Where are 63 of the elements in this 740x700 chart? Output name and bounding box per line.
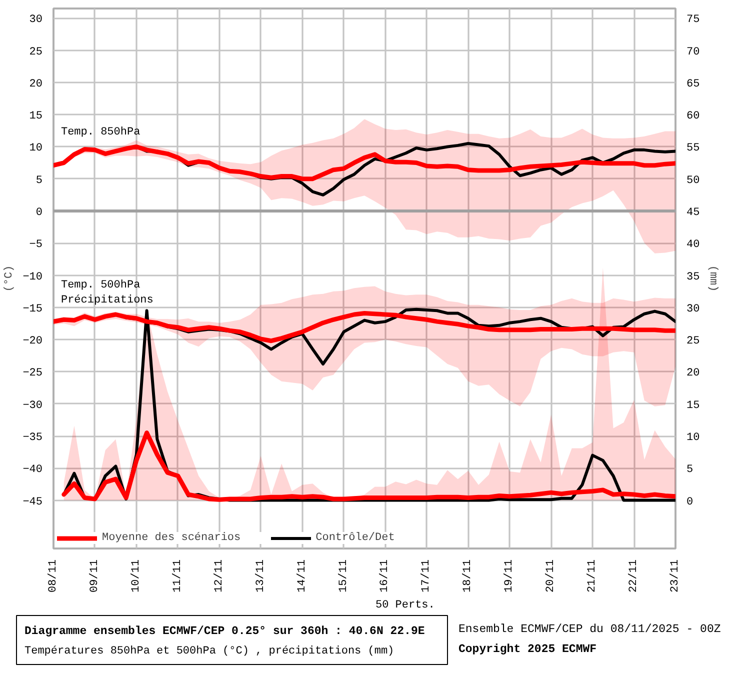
y2-tick-label: 55 bbox=[686, 142, 700, 155]
legend-label: Contrôle/Det bbox=[316, 532, 395, 544]
x-tick-label: 13/11 bbox=[254, 559, 267, 593]
y-tick-label: 20 bbox=[29, 78, 42, 90]
y-tick-label: −45 bbox=[22, 496, 43, 508]
x-tick-label: 17/11 bbox=[420, 559, 433, 593]
y-tick-label: −30 bbox=[22, 400, 43, 412]
x-tick-label: 15/11 bbox=[338, 559, 350, 593]
y2-tick-label: 0 bbox=[686, 496, 694, 508]
y2-tick-label: 10 bbox=[686, 432, 700, 444]
text: Copyright 2025 ECMWF bbox=[458, 643, 597, 656]
y2-tick-label: 60 bbox=[686, 110, 700, 123]
y2-tick-label: 50 bbox=[686, 174, 700, 187]
y2-tick-label: 75 bbox=[686, 14, 700, 26]
y2-tick-label: 40 bbox=[686, 239, 700, 252]
x-tick-label: 14/11 bbox=[296, 559, 308, 593]
y-tick-label: −25 bbox=[22, 368, 43, 380]
y-tick-label: 25 bbox=[29, 46, 42, 58]
y-tick-label: −35 bbox=[22, 432, 43, 444]
text: 50 Perts. bbox=[375, 600, 435, 612]
y-tick-label: −10 bbox=[22, 271, 43, 284]
y-tick-label: 0 bbox=[36, 207, 43, 219]
y-axis-title: (°C) bbox=[4, 265, 16, 292]
x-tick-label: 08/11 bbox=[48, 559, 60, 593]
y2-tick-label: 25 bbox=[686, 336, 700, 348]
y-tick-label: 30 bbox=[29, 14, 42, 26]
y-tick-label: −40 bbox=[22, 464, 43, 476]
y2-tick-label: 45 bbox=[686, 207, 700, 219]
y-tick-label: 10 bbox=[29, 142, 42, 155]
y-tick-label: −15 bbox=[22, 303, 43, 316]
x-tick-label: 19/11 bbox=[504, 559, 516, 593]
x-tick-label: 21/11 bbox=[586, 559, 599, 593]
x-tick-label: 16/11 bbox=[379, 559, 392, 593]
y2-tick-label: 15 bbox=[686, 400, 700, 412]
annotation: Temp. 500hPa bbox=[60, 280, 141, 292]
x-tick-label: 10/11 bbox=[130, 559, 142, 593]
line-series bbox=[54, 144, 676, 182]
y2-tick-label: 35 bbox=[686, 271, 700, 284]
annotation: Précipitations bbox=[60, 294, 154, 307]
y2-tick-label: 5 bbox=[686, 464, 694, 476]
y-tick-label: −20 bbox=[22, 336, 43, 348]
x-tick-label: 09/11 bbox=[88, 559, 101, 593]
y2-tick-label: 20 bbox=[686, 368, 700, 380]
annotation: Temp. 850hPa bbox=[60, 126, 141, 139]
x-tick-label: 11/11 bbox=[172, 559, 184, 593]
legend-label: Moyenne des scénarios bbox=[102, 532, 241, 544]
x-tick-label: 12/11 bbox=[213, 559, 226, 593]
text: Ensemble ECMWF/CEP du 08/11/2025 - 00Z bbox=[458, 623, 721, 636]
y2-tick-label: 30 bbox=[686, 303, 700, 316]
line-series bbox=[62, 430, 676, 502]
y-tick-label: 15 bbox=[29, 110, 42, 123]
y2-tick-label: 65 bbox=[686, 78, 700, 90]
y2-tick-label: 70 bbox=[686, 46, 700, 58]
text: Températures 850hPa et 500hPa (°C) , précipitations (mm) bbox=[24, 646, 394, 658]
x-tick-label: 23/11 bbox=[670, 559, 682, 593]
y-tick-label: −5 bbox=[29, 239, 42, 252]
x-tick-label: 18/11 bbox=[462, 559, 474, 593]
y2-axis-title: (mm) bbox=[706, 265, 719, 292]
x-tick-label: 22/11 bbox=[628, 559, 640, 593]
line-series bbox=[54, 310, 676, 344]
x-tick-label: 20/11 bbox=[545, 559, 558, 593]
y-tick-label: 5 bbox=[36, 174, 43, 187]
text: Diagramme ensembles ECMWF/CEP 0.25° sur 360h : 40.6N 22.9E bbox=[24, 625, 425, 638]
